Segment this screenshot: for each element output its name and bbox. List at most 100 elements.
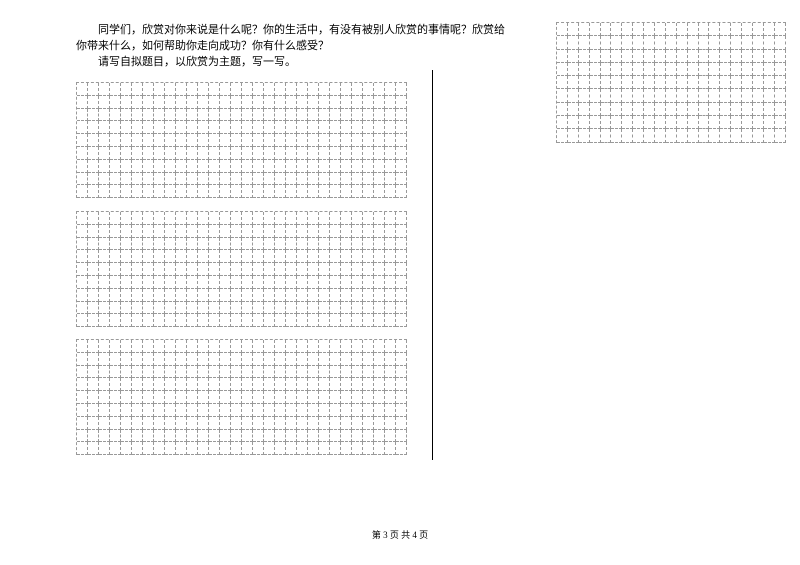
grid-cell (385, 378, 396, 391)
grid-cell (330, 83, 341, 96)
grid-cell (764, 129, 775, 142)
grid-cell (297, 263, 308, 276)
grid-cell (341, 160, 352, 173)
grid-cell (731, 129, 742, 142)
grid-cell (220, 121, 231, 134)
grid-cell (363, 109, 374, 122)
grid-cell (557, 36, 568, 49)
grid-cell (220, 173, 231, 186)
grid-cell (286, 378, 297, 391)
grid-cell (88, 289, 99, 302)
grid-cell (352, 134, 363, 147)
grid-cell (187, 185, 198, 198)
grid-cell (286, 442, 297, 455)
grid-cell (143, 289, 154, 302)
grid-cell (132, 289, 143, 302)
grid-cell (385, 212, 396, 225)
grid-cell (666, 23, 677, 36)
grid-cell (742, 23, 753, 36)
grid-cell (99, 340, 110, 353)
grid-cell (154, 391, 165, 404)
grid-cell (77, 109, 88, 122)
grid-cell (319, 289, 330, 302)
grid-cell (385, 147, 396, 160)
grid-cell (253, 378, 264, 391)
grid-cell (363, 185, 374, 198)
grid-cell (110, 289, 121, 302)
grid-cell (264, 340, 275, 353)
grid-cell (209, 391, 220, 404)
grid-cell (775, 103, 786, 116)
grid-cell (731, 50, 742, 63)
grid-cell (264, 96, 275, 109)
grid-cell (99, 404, 110, 417)
grid-cell (352, 83, 363, 96)
grid-cell (352, 417, 363, 430)
grid-cell (88, 121, 99, 134)
grid-cell (264, 366, 275, 379)
grid-cell (341, 340, 352, 353)
grid-cell (264, 378, 275, 391)
grid-cell (132, 83, 143, 96)
grid-cell (231, 83, 242, 96)
grid-cell (742, 50, 753, 63)
grid-cell (742, 63, 753, 76)
grid-cell (121, 83, 132, 96)
grid-cell (165, 404, 176, 417)
grid-cell (330, 185, 341, 198)
grid-cell (88, 391, 99, 404)
grid-cell (198, 185, 209, 198)
grid-cell (198, 212, 209, 225)
grid-cell (644, 50, 655, 63)
grid-cell (385, 340, 396, 353)
grid-cell (666, 116, 677, 129)
grid-cell (165, 302, 176, 315)
grid-cell (677, 129, 688, 142)
grid-cell (264, 276, 275, 289)
grid-cell (198, 160, 209, 173)
grid-cell (242, 83, 253, 96)
grid-cell (297, 96, 308, 109)
grid-cell (341, 121, 352, 134)
grid-cell (341, 378, 352, 391)
grid-cell (374, 185, 385, 198)
grid-cell (253, 417, 264, 430)
grid-cell (154, 185, 165, 198)
grid-cell (764, 23, 775, 36)
grid-cell (363, 212, 374, 225)
grid-cell (242, 238, 253, 251)
grid-cell (198, 83, 209, 96)
grid-cell (187, 160, 198, 173)
grid-cell (176, 173, 187, 186)
grid-cell (677, 116, 688, 129)
grid-cell (352, 442, 363, 455)
grid-cell (308, 185, 319, 198)
grid-cell (308, 238, 319, 251)
grid-cell (742, 76, 753, 89)
grid-cell (308, 366, 319, 379)
grid-cell (176, 276, 187, 289)
grid-cell (374, 83, 385, 96)
grid-cell (154, 314, 165, 327)
grid-cell (176, 250, 187, 263)
grid-cell (385, 238, 396, 251)
grid-cell (363, 391, 374, 404)
grid-cell (77, 212, 88, 225)
grid-cell (396, 417, 407, 430)
grid-cell (198, 276, 209, 289)
grid-cell (165, 417, 176, 430)
grid-cell (363, 225, 374, 238)
grid-cell (198, 238, 209, 251)
grid-cell (308, 430, 319, 443)
grid-cell (341, 96, 352, 109)
grid-cell (121, 417, 132, 430)
grid-cell (720, 50, 731, 63)
grid-cell (622, 116, 633, 129)
grid-cell (396, 238, 407, 251)
grid-cell (242, 417, 253, 430)
grid-cell (275, 289, 286, 302)
grid-cell (220, 391, 231, 404)
grid-cell (220, 340, 231, 353)
grid-cell (154, 96, 165, 109)
grid-cell (633, 63, 644, 76)
